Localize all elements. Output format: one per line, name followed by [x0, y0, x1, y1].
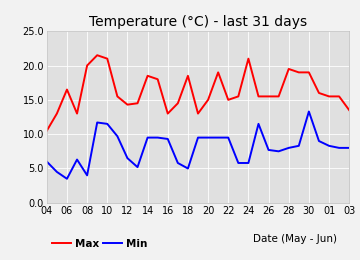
Max: [206, 98, 210, 101]
Max: [266, 95, 271, 98]
Max: [176, 102, 180, 105]
Max: [337, 95, 341, 98]
Min: [256, 122, 261, 125]
Line: Max: Max: [47, 55, 349, 131]
X-axis label: Date (May - Jun): Date (May - Jun): [253, 234, 337, 244]
Max: [256, 95, 261, 98]
Min: [276, 150, 281, 153]
Max: [105, 57, 109, 60]
Min: [246, 161, 251, 165]
Max: [145, 74, 150, 77]
Max: [347, 109, 351, 112]
Title: Temperature (°C) - last 31 days: Temperature (°C) - last 31 days: [89, 15, 307, 29]
Min: [287, 146, 291, 150]
Max: [216, 71, 220, 74]
Max: [287, 67, 291, 70]
Max: [276, 95, 281, 98]
Min: [145, 136, 150, 139]
Min: [266, 148, 271, 152]
Max: [85, 64, 89, 67]
Max: [236, 95, 240, 98]
Max: [115, 95, 120, 98]
Min: [307, 110, 311, 113]
Max: [55, 112, 59, 115]
Min: [216, 136, 220, 139]
Min: [226, 136, 230, 139]
Min: [45, 160, 49, 163]
Max: [307, 71, 311, 74]
Line: Min: Min: [47, 112, 349, 179]
Min: [85, 174, 89, 177]
Min: [95, 121, 99, 124]
Min: [115, 135, 120, 138]
Min: [186, 167, 190, 170]
Max: [166, 112, 170, 115]
Max: [45, 129, 49, 132]
Min: [236, 161, 240, 165]
Max: [75, 112, 79, 115]
Min: [196, 136, 200, 139]
Max: [95, 54, 99, 57]
Min: [327, 144, 331, 147]
Min: [55, 170, 59, 173]
Min: [75, 158, 79, 161]
Max: [186, 74, 190, 77]
Min: [176, 161, 180, 165]
Max: [246, 57, 251, 60]
Max: [135, 102, 140, 105]
Legend: Max, Min: Max, Min: [52, 239, 148, 249]
Max: [317, 92, 321, 95]
Max: [196, 112, 200, 115]
Min: [297, 144, 301, 147]
Min: [337, 146, 341, 150]
Min: [317, 139, 321, 142]
Max: [125, 103, 130, 106]
Min: [125, 157, 130, 160]
Min: [347, 146, 351, 150]
Min: [135, 166, 140, 169]
Max: [297, 71, 301, 74]
Min: [166, 137, 170, 140]
Min: [65, 177, 69, 180]
Max: [327, 95, 331, 98]
Min: [105, 122, 109, 125]
Min: [156, 136, 160, 139]
Max: [226, 98, 230, 101]
Max: [65, 88, 69, 91]
Min: [206, 136, 210, 139]
Max: [156, 78, 160, 81]
